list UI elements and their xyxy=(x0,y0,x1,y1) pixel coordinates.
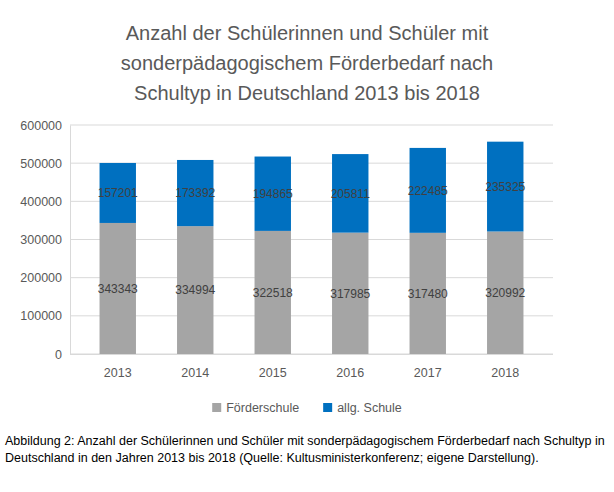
x-axis-line xyxy=(70,354,553,355)
data-label: 334994 xyxy=(175,283,215,297)
y-axis-line xyxy=(70,126,71,355)
x-tick-label: 2014 xyxy=(181,366,209,380)
data-labels: 343343 334994 322518 317985 317480 320992 1572… xyxy=(98,180,526,301)
data-label: 343343 xyxy=(98,282,138,296)
y-tick: 300000 xyxy=(20,233,70,247)
x-tick-label: 2013 xyxy=(104,366,132,380)
grid-line xyxy=(70,315,553,316)
y-tick: 600000 xyxy=(20,119,70,133)
x-tick: 2018 xyxy=(491,354,519,380)
data-label: 173392 xyxy=(175,186,215,200)
title: Anzahl der Schülerinnen und Schüler mit s… xyxy=(121,22,493,104)
title-line: sonderpädagogischem Förderbedarf nach xyxy=(121,52,493,74)
y-axis: 0 100000 200000 300000 400000 500000 600000 xyxy=(20,119,70,362)
x-tick: 2015 xyxy=(259,354,287,380)
data-label: 235325 xyxy=(485,180,525,194)
x-tick-label: 2017 xyxy=(414,366,442,380)
legend: Förderschule allg. Schule xyxy=(212,401,402,415)
x-tick: 2016 xyxy=(336,354,364,380)
x-tick-label: 2016 xyxy=(336,366,364,380)
y-tick: 500000 xyxy=(20,157,70,171)
y-tick: 100000 xyxy=(20,309,70,323)
y-tick-label: 200000 xyxy=(20,271,62,285)
x-tick-label: 2015 xyxy=(259,366,287,380)
legend-item: Förderschule xyxy=(212,401,299,415)
y-tick-label: 100000 xyxy=(20,309,62,323)
x-tick: 2017 xyxy=(414,354,442,380)
y-tick: 0 xyxy=(55,348,70,362)
y-tick-label: 500000 xyxy=(20,157,62,171)
data-label: 205811 xyxy=(331,187,370,201)
data-label: 320992 xyxy=(485,286,525,300)
data-label: 322518 xyxy=(253,286,293,300)
grid-line xyxy=(70,125,553,126)
y-tick-label: 400000 xyxy=(20,195,62,209)
grid xyxy=(70,125,553,354)
bars xyxy=(100,142,524,354)
x-tick: 2013 xyxy=(104,354,132,380)
legend-swatch xyxy=(323,403,332,412)
grid-line xyxy=(70,239,553,240)
data-label: 317480 xyxy=(408,287,448,301)
y-tick-label: 0 xyxy=(55,348,62,362)
grid-line xyxy=(70,163,553,164)
legend-item: allg. Schule xyxy=(323,401,402,415)
legend-label: allg. Schule xyxy=(337,401,402,415)
grid-line xyxy=(70,354,553,355)
caption: Abbildung 2: Anzahl der Schülerinnen und… xyxy=(5,433,609,467)
x-tick: 2014 xyxy=(181,354,209,380)
y-tick-label: 300000 xyxy=(20,233,62,247)
title-line: Schultyp in Deutschland 2013 bis 2018 xyxy=(134,82,480,104)
y-tick: 400000 xyxy=(20,195,70,209)
chart-svg: Anzahl der Schülerinnen und Schüler mit s… xyxy=(0,0,614,428)
y-tick-label: 600000 xyxy=(20,119,62,133)
legend-swatch xyxy=(212,403,221,412)
data-label: 194865 xyxy=(253,187,293,201)
data-label: 222485 xyxy=(408,184,448,198)
title-line: Anzahl der Schülerinnen und Schüler mit xyxy=(126,22,489,44)
chart-container: Anzahl der Schülerinnen und Schüler mit s… xyxy=(0,0,614,428)
y-tick: 200000 xyxy=(20,271,70,285)
x-tick-label: 2018 xyxy=(491,366,519,380)
grid-line xyxy=(70,201,553,202)
legend-label: Förderschule xyxy=(226,401,299,415)
x-axis: 2013 2014 2015 2016 2017 2018 xyxy=(70,354,553,380)
grid-line xyxy=(70,277,553,278)
data-label: 317985 xyxy=(330,287,370,301)
data-label: 157201 xyxy=(98,186,138,200)
page: {"chart_data": {"type": "bar", "stacked"… xyxy=(0,0,614,492)
